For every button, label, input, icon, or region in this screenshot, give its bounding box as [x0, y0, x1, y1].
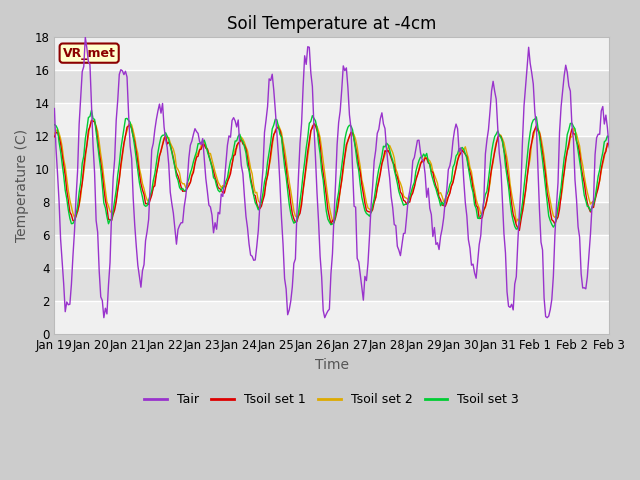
- Bar: [54, 37, 609, 70]
- Bar: [54, 301, 609, 334]
- Text: VR_met: VR_met: [63, 47, 116, 60]
- Bar: [54, 169, 609, 202]
- X-axis label: Time: Time: [315, 358, 349, 372]
- Title: Soil Temperature at -4cm: Soil Temperature at -4cm: [227, 15, 436, 33]
- Y-axis label: Temperature (C): Temperature (C): [15, 129, 29, 242]
- Legend: Tair, Tsoil set 1, Tsoil set 2, Tsoil set 3: Tair, Tsoil set 1, Tsoil set 2, Tsoil se…: [140, 388, 524, 411]
- Bar: [54, 103, 609, 136]
- Bar: [54, 235, 609, 268]
